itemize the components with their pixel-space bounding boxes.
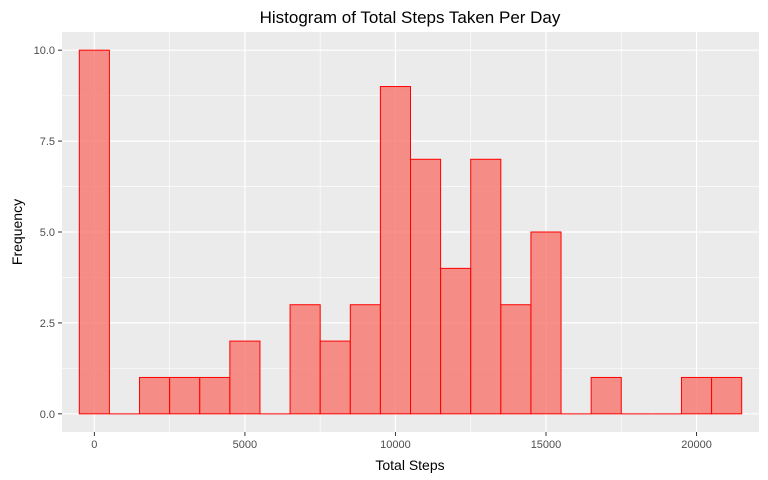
histogram-bar (440, 267, 472, 415)
histogram-bar (680, 376, 713, 415)
histogram-bar (711, 376, 743, 415)
x-tick-label: 10000 (380, 439, 411, 451)
y-axis-title: Frequency (9, 199, 25, 265)
x-axis-title: Total Steps (375, 457, 444, 473)
histogram-bar (470, 158, 502, 415)
histogram-bar (169, 376, 201, 415)
x-tick-label: 20000 (681, 439, 712, 451)
histogram-bars (78, 49, 743, 415)
histogram-bar (78, 49, 110, 415)
x-tick-label: 0 (91, 439, 97, 451)
chart-title: Histogram of Total Steps Taken Per Day (260, 8, 561, 27)
histogram-bar (229, 340, 261, 415)
histogram-bar (139, 376, 171, 415)
histogram-bar (349, 304, 381, 415)
x-tick-label: 5000 (233, 439, 257, 451)
x-axis-ticks: 0 5000 10000 15000 20000 (91, 432, 712, 451)
x-tick-label: 15000 (531, 439, 562, 451)
histogram-bar (500, 304, 532, 415)
histogram-bar (379, 86, 411, 415)
y-tick-label: 10.0 (34, 45, 55, 57)
histogram-bar (289, 304, 321, 415)
histogram-bar (530, 231, 562, 415)
y-axis-ticks: 0.0 2.5 5.0 7.5 10.0 (34, 45, 62, 421)
histogram-bar (410, 158, 442, 415)
y-tick-label: 2.5 (40, 318, 55, 330)
y-tick-label: 7.5 (40, 136, 55, 148)
histogram-bar (319, 340, 351, 415)
histogram-bar (590, 376, 622, 415)
y-tick-label: 5.0 (40, 227, 55, 239)
y-tick-label: 0.0 (40, 409, 55, 421)
histogram-bar (199, 376, 231, 415)
